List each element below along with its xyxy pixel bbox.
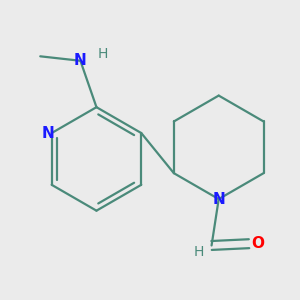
Text: H: H [98, 46, 108, 61]
Text: N: N [74, 53, 87, 68]
Text: O: O [251, 236, 265, 251]
Text: N: N [212, 192, 225, 207]
Text: H: H [194, 245, 204, 259]
Text: N: N [42, 125, 55, 140]
